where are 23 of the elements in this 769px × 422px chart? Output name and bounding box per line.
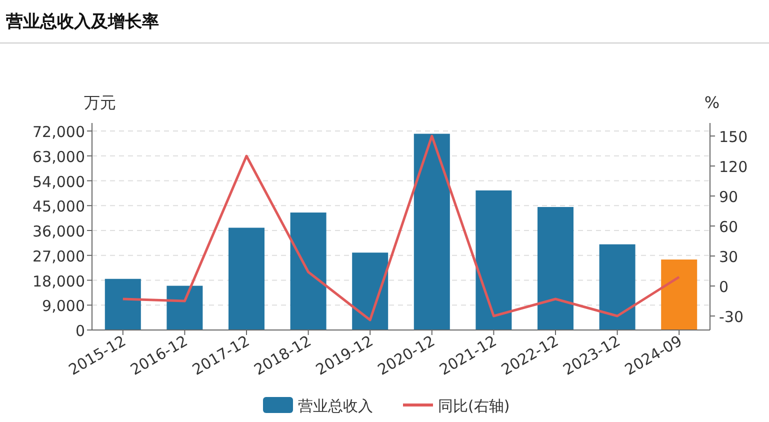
ytick: 54,000 [32,172,85,191]
y2tick: 90 [719,188,738,206]
y2tick: -30 [719,308,744,326]
ytick: 18,000 [32,272,85,290]
ytick: 63,000 [32,148,85,166]
y2tick: 60 [719,218,738,236]
y2tick: 0 [719,278,729,296]
legend-item: 同比(右轴) [403,397,510,415]
y2tick: 120 [719,158,748,176]
ytick: 45,000 [32,198,85,216]
ylabel: 万元 [84,93,116,112]
legend-label: 同比(右轴) [438,397,510,415]
y2tick: 150 [719,128,748,146]
legend-item: 营业总收入 [263,397,373,415]
y2label: % [704,93,720,112]
title: 营业总收入及增长率 [6,12,159,32]
ytick: 72,000 [32,123,85,141]
y2tick: 30 [719,248,738,266]
ytick: 27,000 [32,247,85,266]
ytick: 36,000 [32,222,85,240]
ytick: 9,000 [42,297,85,316]
legend-label: 营业总收入 [298,397,373,415]
ytick: 0 [75,322,85,340]
